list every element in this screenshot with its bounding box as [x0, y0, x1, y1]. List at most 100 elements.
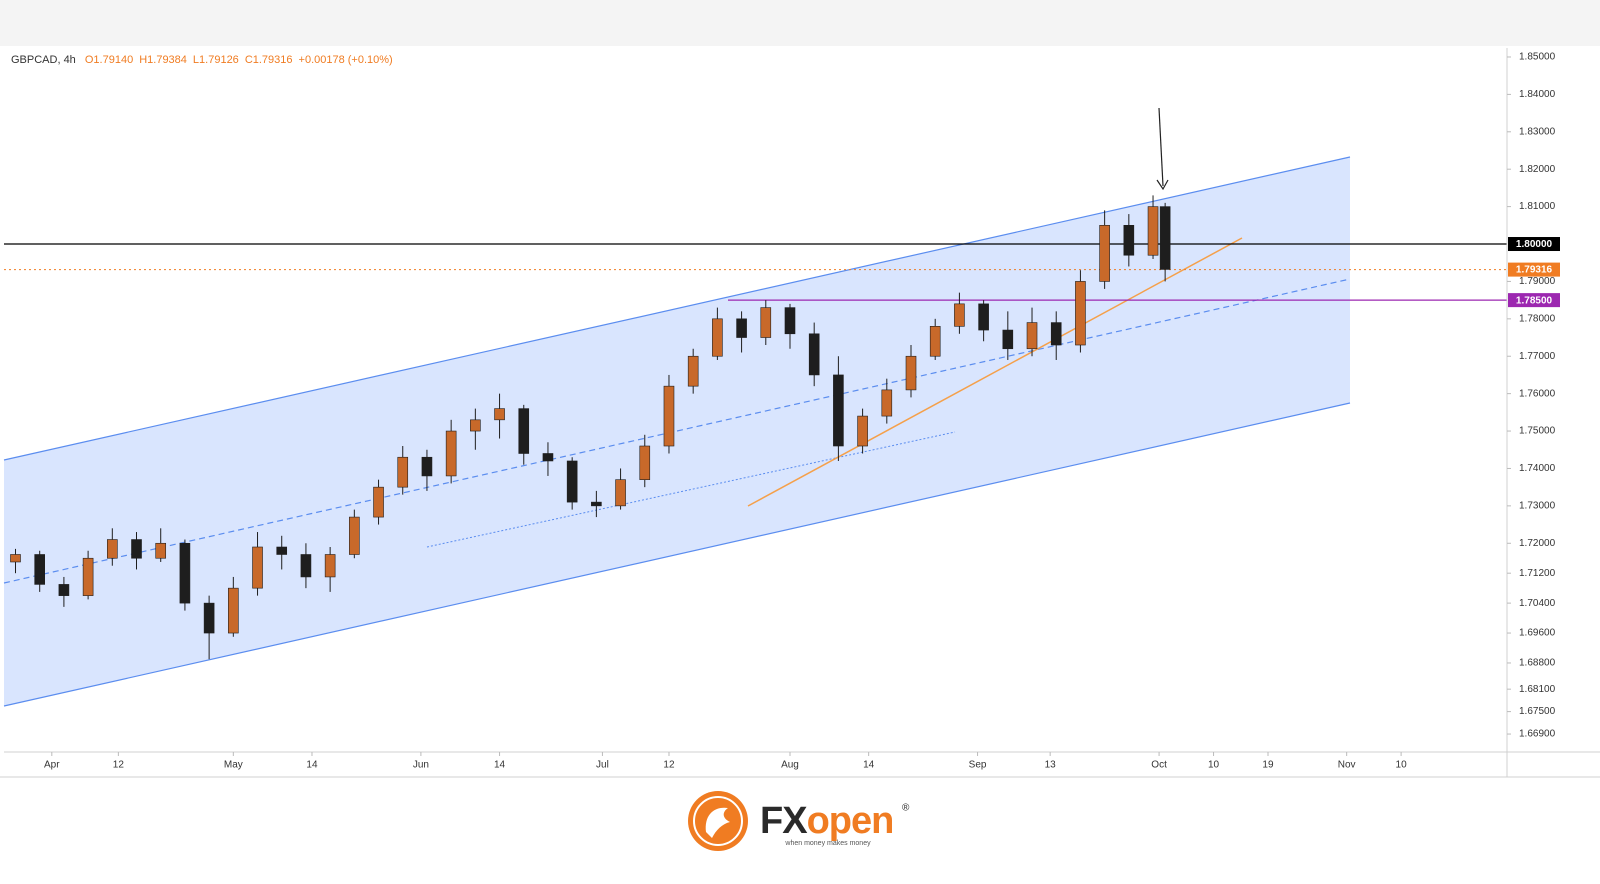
- candle-body: [107, 539, 118, 559]
- legend-value: L1.79126: [193, 54, 239, 66]
- y-tick-label: 1.83000: [1519, 126, 1556, 137]
- tagline: when money makes money: [784, 840, 871, 847]
- trendline: [747, 237, 1243, 507]
- y-tick-label: 1.67500: [1519, 706, 1556, 717]
- x-tick-label: 19: [1262, 760, 1274, 771]
- x-tick-label: 13: [1045, 760, 1057, 771]
- y-tick-label: 1.71200: [1519, 568, 1556, 579]
- candle-body: [349, 516, 360, 555]
- candle-body: [1026, 322, 1038, 350]
- y-tick-label: 1.77000: [1519, 351, 1556, 362]
- y-tick-label: 1.79000: [1519, 276, 1556, 287]
- x-tick-label: Aug: [781, 760, 799, 771]
- candle-body: [687, 355, 699, 387]
- candle-body: [1123, 225, 1135, 256]
- candle-body: [470, 419, 481, 432]
- candle-body: [954, 303, 965, 327]
- y-tick-label: 1.74000: [1519, 463, 1556, 474]
- brand-open: open: [807, 800, 894, 842]
- candle-body: [518, 408, 530, 454]
- level-label: 1.80000: [1516, 239, 1553, 250]
- brand-fx: FX: [760, 800, 808, 842]
- candle-body: [833, 374, 844, 447]
- candle-body: [639, 445, 651, 480]
- level-label: 1.79316: [1516, 265, 1553, 276]
- candle-body: [276, 546, 288, 555]
- candle-body: [784, 307, 796, 335]
- candle-body: [252, 546, 263, 589]
- candle-body: [615, 479, 626, 507]
- arrow-head: [1156, 179, 1169, 191]
- channel-upper: [3, 156, 1351, 461]
- y-tick-label: 1.69600: [1519, 628, 1556, 639]
- x-tick-label: Sep: [969, 760, 987, 771]
- x-tick-label: Nov: [1338, 760, 1356, 771]
- candle-body: [155, 542, 167, 559]
- y-tick-label: 1.76000: [1519, 388, 1556, 399]
- candle-body: [857, 415, 868, 447]
- y-tick-label: 1.84000: [1519, 89, 1556, 100]
- candle-body: [712, 318, 723, 357]
- y-tick-label: 1.70400: [1519, 598, 1556, 609]
- channel-fill: [4, 157, 1350, 706]
- candle-body: [494, 408, 505, 421]
- logo-ring: [693, 796, 743, 846]
- candle-body: [1159, 206, 1171, 270]
- x-tick-label: Jul: [596, 760, 609, 771]
- y-tick-label: 1.78000: [1519, 313, 1556, 324]
- candle-body: [445, 430, 457, 477]
- candle-body: [905, 355, 917, 391]
- candle-body: [324, 554, 336, 578]
- x-tick-label: Apr: [44, 760, 60, 771]
- y-tick-label: 1.75000: [1519, 426, 1556, 437]
- candle-body: [179, 542, 191, 604]
- candle-body: [58, 584, 70, 596]
- x-tick-label: 14: [306, 760, 318, 771]
- x-tick-label: 14: [494, 760, 506, 771]
- candle-body: [1050, 322, 1062, 346]
- candle-body: [421, 456, 433, 477]
- candle-body: [1075, 281, 1086, 346]
- candle-body: [228, 587, 239, 634]
- legend-value: C1.79316: [245, 54, 293, 66]
- level-badge: [1508, 237, 1560, 252]
- brand-mark: ®: [902, 803, 910, 814]
- candle-body: [978, 303, 989, 331]
- levels: [4, 243, 1507, 301]
- legend-value: O1.79140: [85, 54, 133, 66]
- y-tick-label: 1.68800: [1519, 658, 1556, 669]
- candle-body: [736, 318, 747, 338]
- candle-body: [881, 389, 893, 417]
- x-tick-label: May: [224, 760, 243, 771]
- level-label: 1.78500: [1516, 295, 1553, 306]
- candles: [10, 195, 1171, 660]
- brand: FXopen: [760, 800, 893, 842]
- plot-area: [4, 48, 1507, 752]
- candle-body: [300, 554, 312, 578]
- candle-body: [663, 385, 675, 447]
- legend-value: +0.00178 (+0.10%): [299, 54, 393, 66]
- candle-body: [591, 501, 602, 507]
- candle-body: [929, 326, 941, 357]
- logo-bull: [705, 807, 730, 838]
- arrow: [1158, 107, 1164, 187]
- candle-body: [1099, 225, 1110, 282]
- x-tick-label: 10: [1208, 760, 1220, 771]
- legend-value: H1.79384: [139, 54, 187, 66]
- top-band: [0, 0, 1600, 46]
- candle-body: [542, 453, 554, 462]
- y-tick-label: 1.81000: [1519, 201, 1556, 212]
- x-tick-label: 12: [113, 760, 125, 771]
- candle-body: [203, 602, 215, 634]
- y-tick-label: 1.85000: [1519, 52, 1556, 63]
- x-tick-label: Oct: [1151, 760, 1167, 771]
- axes: 1.85000 1.84000 1.83000 1.82000 1.81000 1.790…: [44, 52, 1560, 771]
- candle-body: [34, 554, 45, 585]
- y-tick-label: 1.73000: [1519, 501, 1556, 512]
- level-badge: [1508, 262, 1560, 277]
- candle-body: [131, 539, 142, 559]
- y-tick-label: 1.82000: [1519, 164, 1556, 175]
- x-tick-label: 14: [863, 760, 875, 771]
- legend: GBPCAD, 4h O1.79140 H1.79384 L1.79126 C1.79…: [11, 54, 393, 66]
